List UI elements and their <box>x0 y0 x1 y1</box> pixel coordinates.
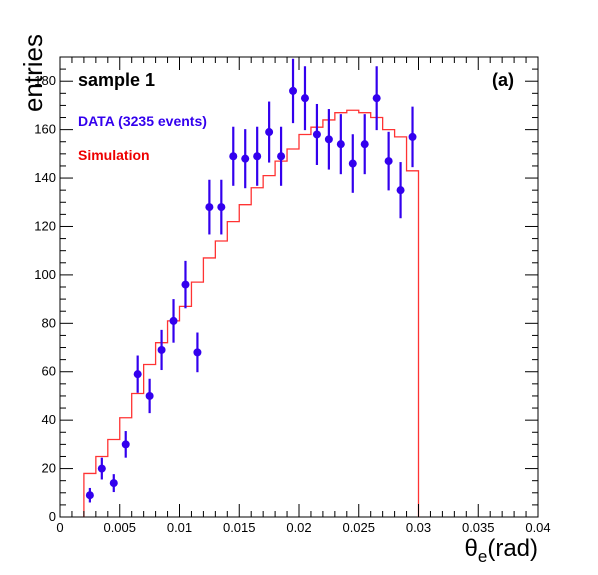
data-point <box>157 345 166 354</box>
y-tick-label: 60 <box>42 364 56 379</box>
data-point <box>289 86 298 95</box>
data-point <box>241 154 250 163</box>
simulation-layer <box>83 109 420 517</box>
data-point <box>384 157 393 166</box>
data-point-group <box>384 131 393 191</box>
x-axis-title-main: θ <box>465 535 478 562</box>
data-point-group <box>157 329 166 371</box>
data-point-group <box>277 126 286 186</box>
data-point-group <box>193 332 202 373</box>
x-tick-label: 0.03 <box>406 520 431 535</box>
data-point-group <box>336 114 345 175</box>
data-point-group <box>241 129 250 189</box>
y-axis-title: entries <box>18 34 48 112</box>
data-point <box>336 140 345 149</box>
data-point-group <box>109 474 118 493</box>
data-point <box>408 132 417 141</box>
data-point <box>372 94 381 103</box>
data-point <box>265 128 274 137</box>
data-point <box>396 186 405 195</box>
y-tick-label: 100 <box>34 267 56 282</box>
simulation-histogram-line <box>83 109 420 517</box>
sample-label: sample 1 <box>78 70 155 90</box>
data-point-group <box>372 66 381 131</box>
data-point-group <box>181 260 190 309</box>
data-layer <box>85 58 417 503</box>
data-point <box>121 440 130 449</box>
panel-label: (a) <box>492 70 514 90</box>
data-point-group <box>85 487 94 503</box>
data-point <box>348 159 357 168</box>
data-point-group <box>324 109 333 170</box>
data-point <box>193 348 202 357</box>
x-tick-label: 0.04 <box>525 520 550 535</box>
data-point-group <box>121 431 130 458</box>
data-point-group <box>97 457 106 480</box>
data-point-group <box>265 101 274 163</box>
x-tick-label: 0.035 <box>462 520 495 535</box>
ticks-layer <box>59 56 539 518</box>
data-point <box>324 135 333 144</box>
data-point-group <box>396 162 405 219</box>
y-tick-label: 160 <box>34 122 56 137</box>
data-point <box>133 370 142 379</box>
data-point <box>253 152 262 161</box>
data-point <box>85 491 94 500</box>
x-tick-label: 0.005 <box>103 520 136 535</box>
data-point-group <box>253 126 262 186</box>
data-point <box>217 203 226 212</box>
data-point <box>360 140 369 149</box>
x-axis-title: θe(rad) <box>465 535 539 566</box>
data-point <box>181 280 190 289</box>
data-point-group <box>205 179 214 235</box>
y-tick-label: 120 <box>34 218 56 233</box>
x-tick-label: 0 <box>56 520 63 535</box>
x-tick-label: 0.01 <box>167 520 192 535</box>
x-axis-title-unit: (rad) <box>487 535 538 562</box>
data-point <box>205 203 214 212</box>
legend-simulation: Simulation <box>78 147 150 163</box>
data-point <box>229 152 238 161</box>
data-point <box>312 130 321 139</box>
data-point <box>145 391 154 400</box>
data-point-group <box>312 103 321 165</box>
data-point-group <box>360 114 369 175</box>
data-point <box>277 152 286 161</box>
x-tick-label: 0.015 <box>223 520 256 535</box>
y-tick-label: 20 <box>42 461 56 476</box>
data-point-group <box>133 355 142 393</box>
data-point <box>300 94 309 103</box>
x-axis-title-subscript: e <box>478 547 487 566</box>
y-tick-label: 140 <box>34 170 56 185</box>
tick-labels-layer: 0 0.005 0.01 0.015 0.02 0.025 0.03 0.035 0.04 0 20… <box>34 73 550 535</box>
data-point-group <box>289 58 298 124</box>
y-tick-label: 40 <box>42 412 56 427</box>
y-tick-label: 180 <box>34 73 56 88</box>
data-point-group <box>217 179 226 235</box>
y-tick-label: 80 <box>42 315 56 330</box>
data-point-group <box>229 126 238 186</box>
data-point-group <box>348 134 357 193</box>
x-tick-label: 0.025 <box>342 520 375 535</box>
y-tick-label: 0 <box>49 509 56 524</box>
data-point <box>97 464 106 473</box>
data-point-group <box>145 378 154 414</box>
x-tick-label: 0.02 <box>286 520 311 535</box>
data-point <box>109 479 118 488</box>
data-point-group <box>169 299 178 343</box>
data-point <box>169 316 178 325</box>
data-point-group <box>300 66 309 131</box>
data-point-group <box>408 106 417 168</box>
legend-data: DATA (3235 events) <box>78 113 207 129</box>
